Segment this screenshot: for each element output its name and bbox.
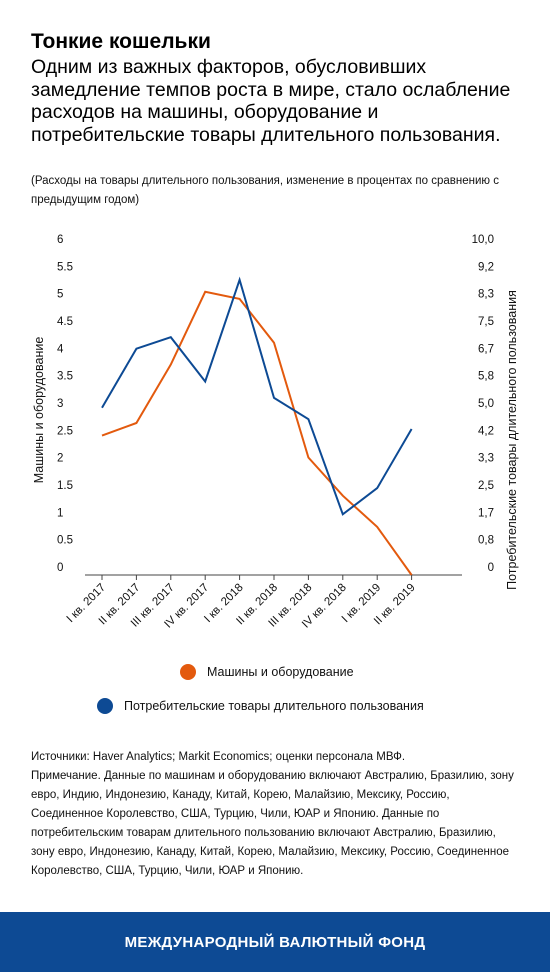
series-line-durables — [101, 276, 413, 516]
y-right-axis-label: Потребительские товары длительного польз… — [505, 290, 519, 590]
y-left-tick-label: 0.5 — [57, 535, 73, 547]
legend-label-durables: Потребительские товары длительного польз… — [124, 699, 424, 713]
y-left-tick-label: 6 — [57, 234, 63, 246]
sources-text: Источники: Haver Analytics; Markit Econo… — [31, 751, 406, 763]
y-right-tick-label: 3,3 — [478, 453, 494, 465]
y-right-tick-label: 6,7 — [478, 343, 494, 355]
y-right-tick-label: 9,2 — [478, 261, 494, 273]
legend-label-machinery: Машины и оборудование — [207, 665, 354, 679]
page-title: Тонкие кошельки — [31, 30, 211, 53]
y-right-tick-label: 1,7 — [478, 507, 494, 519]
y-left-tick-label: 3.5 — [57, 371, 73, 383]
y-right-tick-label: 2,5 — [478, 480, 494, 492]
y-left-tick-label: 5.5 — [57, 261, 73, 273]
y-right-tick-label: 8,3 — [478, 289, 494, 301]
y-left-tick-label: 2.5 — [57, 425, 73, 437]
y-left-tick-label: 1 — [57, 507, 63, 519]
legend-swatch-machinery — [180, 664, 196, 680]
y-right-tick-label: 5,8 — [478, 371, 494, 383]
line-chart: 0 0.5 1 1.5 2 2.5 3 3.5 4 4.5 5 5.5 6 0 0,8 1,7 2,5 3,3 4,… — [32, 234, 519, 631]
remark-text: Примечание. Данные по машинам и оборудов… — [31, 770, 514, 877]
y-right-tick-label: 10,0 — [472, 234, 494, 246]
y-right-tick-label: 4,2 — [478, 425, 494, 437]
brand-name: МЕЖДУНАРОДНЫЙ ВАЛЮТНЫЙ ФОНД — [124, 933, 426, 951]
y-left-tick-label: 4 — [57, 343, 64, 355]
series-line-machinery — [101, 290, 413, 576]
y-left-tick-label: 0 — [57, 562, 63, 574]
y-left-tick-label: 1.5 — [57, 480, 73, 492]
y-left-tick-label: 4.5 — [57, 316, 73, 328]
chart-unit-note: (Расходы на товары длительного пользован… — [31, 175, 499, 206]
chart-legend: Машины и оборудование Потребительские то… — [0, 662, 550, 732]
sources-block: Источники: Haver Analytics; Markit Econo… — [31, 748, 521, 881]
page-subtitle: Одним из важных факторов, обусловивших з… — [31, 56, 511, 146]
y-right-tick-label: 0 — [488, 562, 494, 574]
y-right-tick-label: 7,5 — [478, 316, 494, 328]
y-left-tick-label: 3 — [57, 398, 63, 410]
y-left-tick-label: 5 — [57, 289, 63, 301]
y-right-tick-label: 5,0 — [478, 398, 494, 410]
footer-bar: МЕЖДУНАРОДНЫЙ ВАЛЮТНЫЙ ФОНД — [0, 912, 550, 972]
y-right-tick-label: 0,8 — [478, 535, 494, 547]
y-left-tick-label: 2 — [57, 453, 63, 465]
legend-swatch-durables — [97, 698, 113, 714]
y-left-axis-label: Машины и оборудование — [32, 337, 46, 484]
